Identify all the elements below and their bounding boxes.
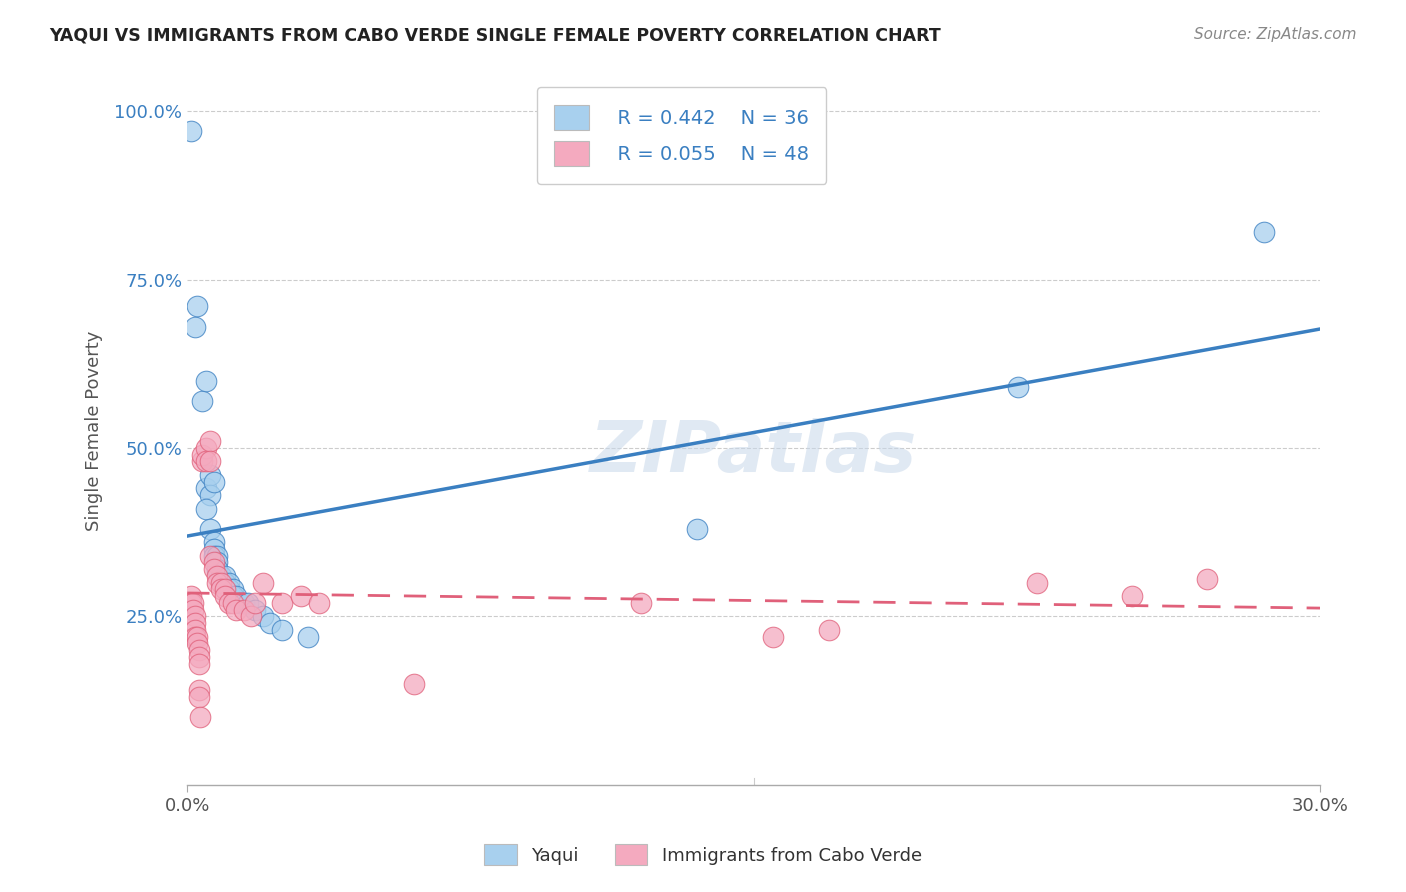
Point [184,609,207,624]
Point [195,481,218,495]
Point [402,676,425,690]
Point [202,556,225,570]
Point [180,589,202,603]
Point [198,488,221,502]
Point [225,589,247,603]
Point [1121,589,1143,603]
Text: ZIPatlas: ZIPatlas [591,417,918,487]
Point [186,300,208,314]
Point [202,549,225,563]
Point [252,609,274,624]
Point [195,441,218,455]
Point [207,569,229,583]
Point [252,575,274,590]
Point [686,522,709,536]
Point [181,596,204,610]
Legend:   R = 0.442    N = 36,   R = 0.055    N = 48: R = 0.442 N = 36, R = 0.055 N = 48 [537,87,827,184]
Point [229,596,252,610]
Point [191,448,214,462]
Point [207,562,229,576]
Point [191,393,214,408]
Point [187,657,209,671]
Point [180,124,202,138]
Point [214,569,236,583]
Point [630,596,652,610]
Point [187,649,209,664]
Point [202,541,225,556]
Point [221,582,243,597]
Point [198,549,221,563]
Point [218,582,240,597]
Point [186,630,208,644]
Point [214,575,236,590]
Point [198,467,221,482]
Point [218,575,240,590]
Point [198,522,221,536]
Point [290,589,312,603]
Point [218,596,240,610]
Point [225,602,247,616]
Point [198,434,221,449]
Point [184,623,207,637]
Point [1253,226,1275,240]
Point [297,630,319,644]
Point [214,582,236,597]
Point [232,596,254,610]
Point [232,602,254,616]
Point [187,690,209,705]
Point [270,596,292,610]
Point [270,623,292,637]
Point [209,569,232,583]
Point [181,602,204,616]
Point [818,623,841,637]
Point [209,582,232,597]
Point [184,319,207,334]
Point [214,589,236,603]
Point [195,501,218,516]
Point [209,575,232,590]
Point [245,596,267,610]
Point [236,596,259,610]
Point [202,562,225,576]
Point [187,643,209,657]
Point [180,596,202,610]
Point [190,710,212,724]
Point [308,596,330,610]
Text: Source: ZipAtlas.com: Source: ZipAtlas.com [1194,27,1357,42]
Point [1026,575,1049,590]
Text: YAQUI VS IMMIGRANTS FROM CABO VERDE SINGLE FEMALE POVERTY CORRELATION CHART: YAQUI VS IMMIGRANTS FROM CABO VERDE SING… [49,27,941,45]
Legend: Yaqui, Immigrants from Cabo Verde: Yaqui, Immigrants from Cabo Verde [475,835,931,874]
Point [191,454,214,468]
Point [245,602,267,616]
Point [195,454,218,468]
Point [207,556,229,570]
Point [1007,380,1029,394]
Point [198,454,221,468]
Point [221,596,243,610]
Point [221,589,243,603]
Point [207,549,229,563]
Point [1197,572,1219,586]
Point [202,535,225,549]
Point [187,683,209,698]
Y-axis label: Single Female Poverty: Single Female Poverty [86,331,103,532]
Point [240,609,263,624]
Point [762,630,785,644]
Point [186,636,208,650]
Point [207,575,229,590]
Point [202,475,225,489]
Point [259,616,281,631]
Point [195,374,218,388]
Point [184,616,207,631]
Point [184,630,207,644]
